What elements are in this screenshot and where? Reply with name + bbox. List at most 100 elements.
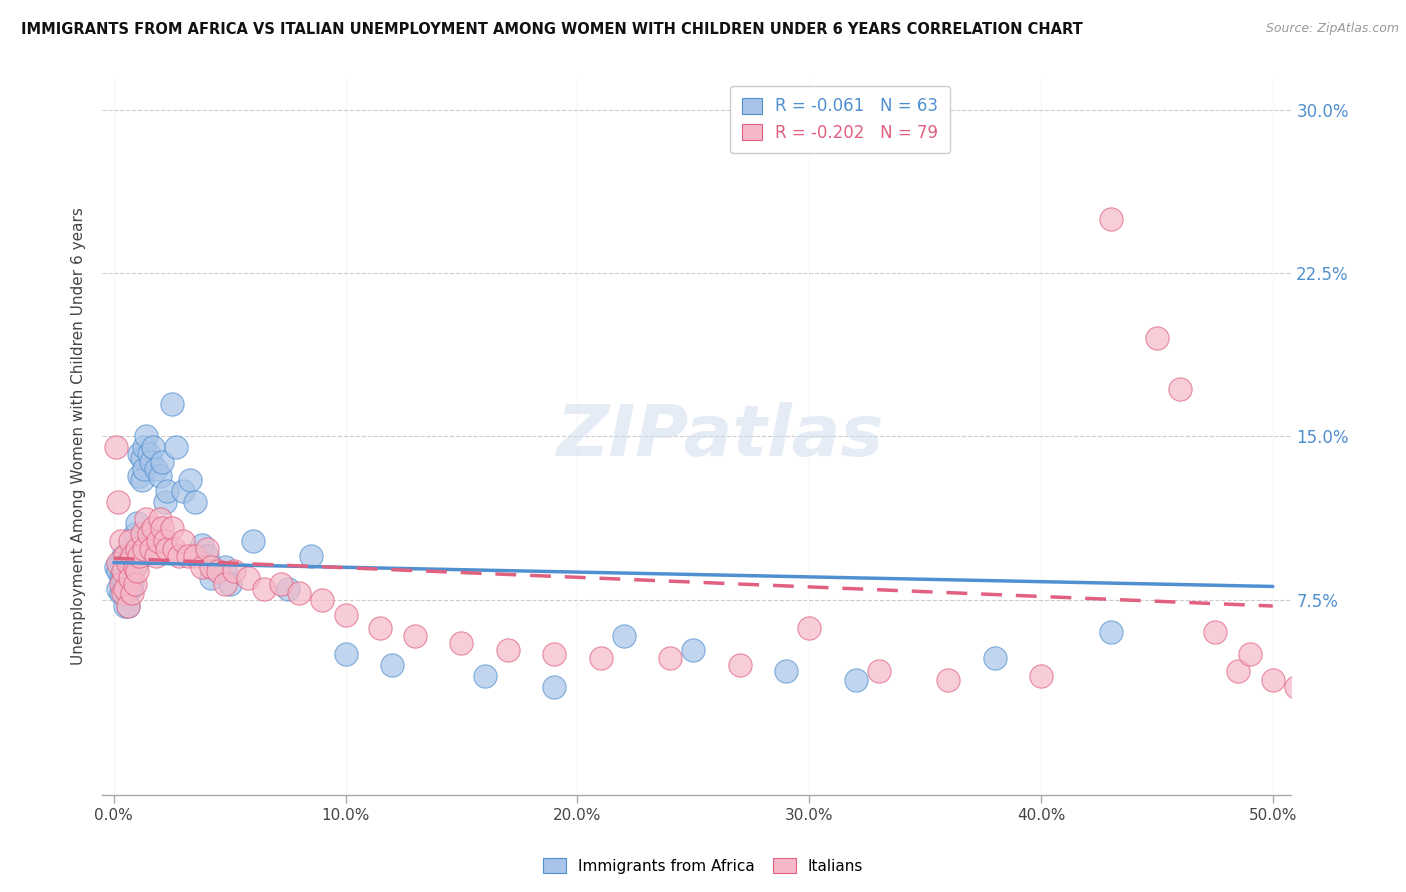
- Point: [1168, 382, 1191, 396]
- Point: [195, 549, 218, 563]
- Point: [845, 673, 868, 687]
- Point: [299, 549, 322, 563]
- Point: [370, 621, 392, 635]
- Point: [138, 527, 160, 541]
- Point: [142, 440, 165, 454]
- Point: [404, 630, 426, 644]
- Point: [145, 462, 167, 476]
- Point: [311, 592, 333, 607]
- Point: [496, 642, 519, 657]
- Point: [125, 542, 148, 557]
- Point: [121, 549, 143, 563]
- Point: [132, 440, 155, 454]
- Point: [1378, 680, 1400, 694]
- Point: [132, 542, 155, 557]
- Point: [146, 533, 169, 548]
- Point: [184, 549, 207, 563]
- Point: [589, 651, 612, 665]
- Point: [110, 533, 132, 548]
- Point: [200, 560, 222, 574]
- Point: [121, 538, 143, 552]
- Point: [131, 527, 153, 541]
- Point: [112, 571, 135, 585]
- Point: [195, 542, 218, 557]
- Point: [112, 549, 135, 563]
- Point: [128, 549, 150, 563]
- Point: [105, 560, 128, 574]
- Point: [110, 571, 132, 585]
- Point: [163, 542, 186, 557]
- Point: [135, 512, 157, 526]
- Point: [149, 512, 172, 526]
- Point: [124, 527, 146, 541]
- Point: [160, 521, 183, 535]
- Point: [145, 549, 167, 563]
- Point: [118, 571, 141, 585]
- Point: [450, 636, 472, 650]
- Text: ZIPatlas: ZIPatlas: [557, 402, 884, 471]
- Point: [1308, 668, 1330, 682]
- Point: [543, 647, 565, 661]
- Point: [117, 582, 139, 596]
- Point: [179, 473, 201, 487]
- Point: [207, 564, 229, 578]
- Point: [110, 577, 132, 591]
- Point: [128, 468, 150, 483]
- Point: [152, 521, 174, 535]
- Point: [1239, 647, 1261, 661]
- Point: [114, 599, 136, 613]
- Point: [214, 560, 236, 574]
- Point: [124, 560, 146, 574]
- Point: [184, 494, 207, 508]
- Point: [1227, 665, 1250, 679]
- Point: [1261, 673, 1284, 687]
- Point: [118, 533, 141, 548]
- Point: [152, 455, 174, 469]
- Point: [110, 586, 132, 600]
- Legend: R = -0.061   N = 63, R = -0.202   N = 79: R = -0.061 N = 63, R = -0.202 N = 79: [730, 86, 950, 153]
- Point: [1099, 211, 1122, 226]
- Point: [775, 665, 797, 679]
- Point: [474, 668, 496, 682]
- Point: [936, 673, 959, 687]
- Point: [107, 564, 129, 578]
- Point: [117, 564, 139, 578]
- Point: [172, 533, 194, 548]
- Point: [107, 556, 129, 570]
- Point: [117, 599, 139, 613]
- Point: [1146, 331, 1168, 345]
- Point: [118, 549, 141, 563]
- Point: [242, 533, 264, 548]
- Point: [124, 549, 146, 563]
- Point: [983, 651, 1005, 665]
- Point: [139, 455, 162, 469]
- Point: [1400, 695, 1406, 709]
- Point: [253, 582, 276, 596]
- Legend: Immigrants from Africa, Italians: Immigrants from Africa, Italians: [537, 852, 869, 880]
- Text: IMMIGRANTS FROM AFRICA VS ITALIAN UNEMPLOYMENT AMONG WOMEN WITH CHILDREN UNDER 6: IMMIGRANTS FROM AFRICA VS ITALIAN UNEMPL…: [21, 22, 1083, 37]
- Point: [117, 556, 139, 570]
- Point: [200, 571, 222, 585]
- Point: [128, 447, 150, 461]
- Point: [121, 577, 143, 591]
- Point: [224, 564, 246, 578]
- Point: [218, 577, 240, 591]
- Point: [238, 571, 260, 585]
- Point: [214, 577, 236, 591]
- Point: [335, 647, 357, 661]
- Point: [107, 494, 129, 508]
- Point: [125, 538, 148, 552]
- Point: [110, 556, 132, 570]
- Point: [125, 556, 148, 570]
- Point: [156, 542, 179, 557]
- Point: [177, 549, 200, 563]
- Point: [335, 607, 357, 622]
- Point: [118, 564, 141, 578]
- Point: [659, 651, 682, 665]
- Point: [543, 680, 565, 694]
- Point: [114, 582, 136, 596]
- Point: [121, 586, 143, 600]
- Point: [121, 560, 143, 574]
- Point: [125, 516, 148, 531]
- Point: [153, 494, 176, 508]
